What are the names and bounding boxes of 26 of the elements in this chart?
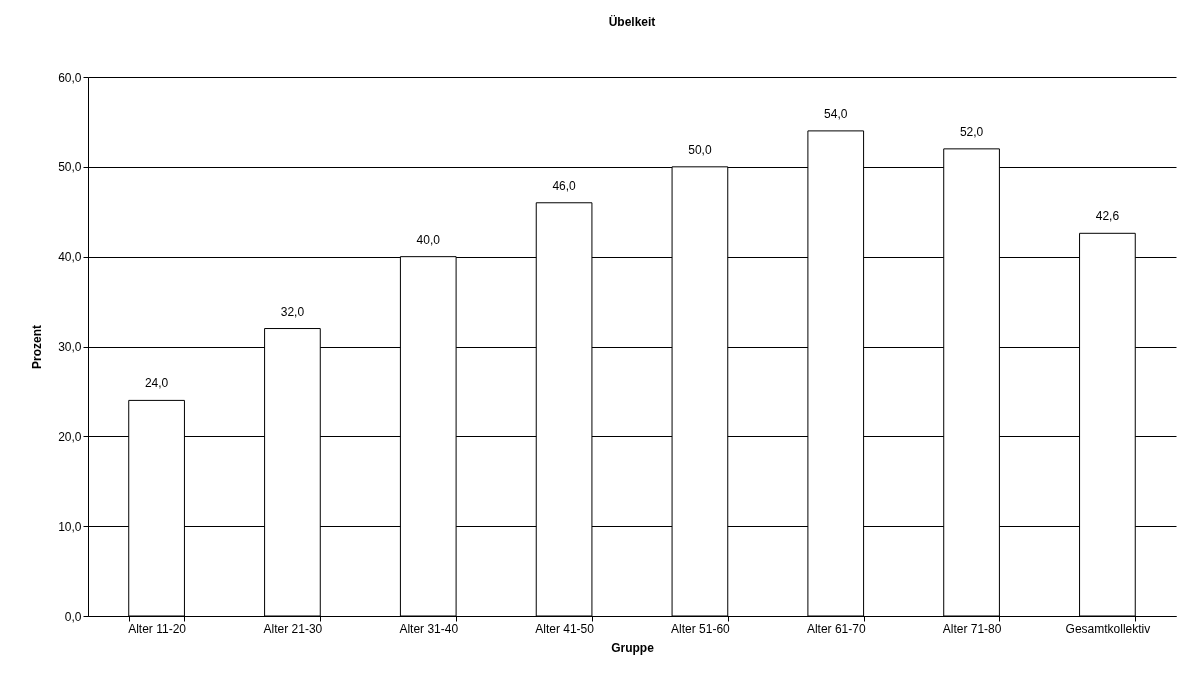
y-axis-title: Prozent [30, 324, 45, 370]
y-tick-label: 40,0 [58, 250, 82, 265]
data-label: 42,6 [1095, 209, 1120, 224]
x-tick-label: Alter 41-50 [535, 621, 595, 636]
y-tick-label: 10,0 [58, 519, 82, 534]
x-tick-label: Alter 61-70 [806, 621, 866, 636]
x-tick-label: Alter 31-40 [399, 621, 459, 636]
y-tick-label: 20,0 [58, 429, 82, 444]
x-tick-label: Gesamtkollektiv [1065, 621, 1151, 636]
data-label: 50,0 [688, 142, 712, 157]
y-tick-label: 60,0 [58, 70, 82, 85]
data-label: 24,0 [144, 376, 169, 391]
data-label: 32,0 [280, 304, 305, 319]
y-tick-label: 30,0 [58, 340, 82, 354]
data-label: 46,0 [552, 178, 577, 193]
x-axis-title: Gruppe [611, 640, 655, 655]
y-tick-label: 0,0 [64, 609, 82, 624]
data-label: 40,0 [416, 232, 441, 247]
x-tick-label: Alter 11-20 [128, 621, 187, 636]
data-label: 54,0 [824, 106, 848, 121]
x-tick-label: Alter 21-30 [263, 621, 323, 636]
x-tick-label: Alter 51-60 [671, 621, 731, 636]
chart-title: Übelkeit [608, 14, 656, 29]
y-tick-label: 50,0 [58, 160, 82, 175]
data-label: 52,0 [959, 124, 984, 139]
x-tick-label: Alter 71-80 [942, 621, 1002, 636]
